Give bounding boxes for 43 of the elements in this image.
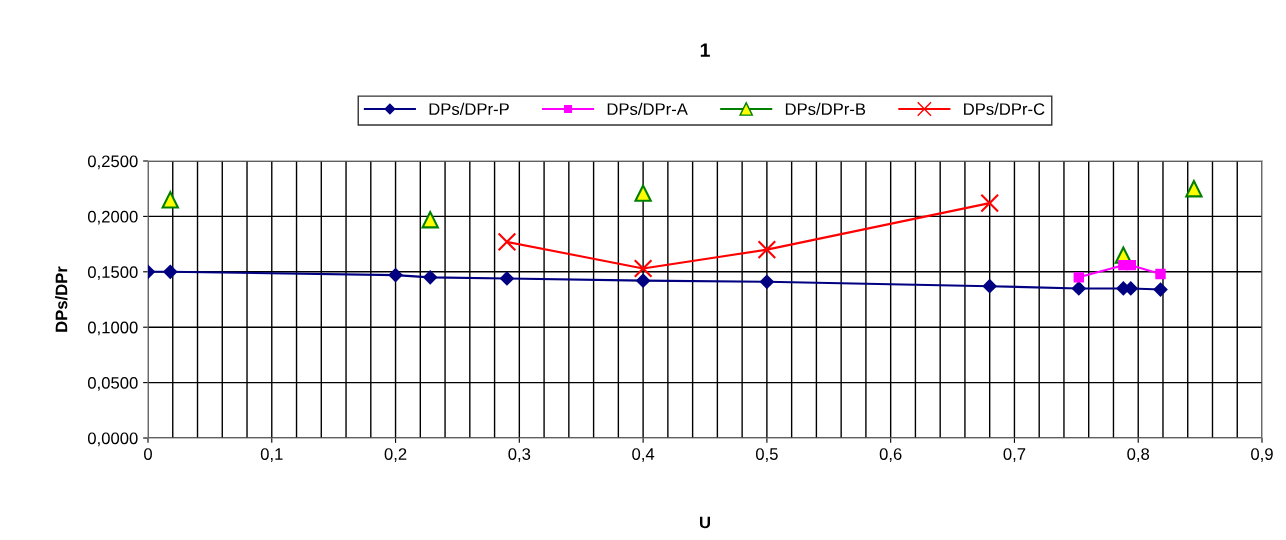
y-tick-label: 0,2000 [87, 210, 138, 225]
y-tick-label: 0,2500 [87, 155, 138, 170]
legend-label: DPs/DPr-P [429, 102, 509, 116]
x-tick-label: 0,8 [1127, 448, 1150, 462]
x-tick-label: 0,4 [632, 448, 655, 462]
y-tick-label: 0,1000 [87, 321, 138, 336]
y-tick-label: 0,0500 [87, 377, 138, 391]
x-tick-label: 0,9 [1251, 448, 1273, 462]
point [633, 259, 653, 278]
point [980, 193, 1000, 213]
x-tick-label: 0,5 [755, 448, 778, 462]
x-tick-label: 0 [144, 448, 152, 460]
chart-title: 1 [700, 43, 710, 57]
x-tick-label: 0,3 [508, 448, 531, 462]
point [388, 268, 403, 283]
legend-label: DPs/DPr-B [785, 102, 866, 116]
point [1155, 268, 1166, 280]
x-tick-label: 0,2 [384, 448, 407, 462]
point [1125, 259, 1136, 271]
x-tick-label: 0,6 [879, 448, 902, 462]
y-tick-label: 0,0000 [87, 432, 138, 447]
point [497, 232, 517, 252]
x-tick-label: 0,1 [260, 448, 283, 462]
point [636, 273, 651, 288]
point [1185, 180, 1203, 198]
point [163, 264, 178, 279]
point [982, 279, 997, 294]
point [161, 191, 179, 209]
point [500, 271, 514, 286]
legend-label: DPs/DPr-C [964, 102, 1045, 116]
x-tick-label: 0,7 [1003, 448, 1026, 462]
point [1153, 282, 1168, 297]
point [423, 270, 438, 285]
point [1073, 272, 1085, 283]
point [634, 184, 652, 202]
point [759, 274, 774, 289]
x-axis-title: U [699, 516, 710, 529]
point [757, 240, 777, 260]
y-tick-label: 0,1500 [87, 266, 138, 280]
point [421, 211, 439, 229]
point [1071, 281, 1086, 296]
legend-label: DPs/DPr-A [607, 102, 688, 116]
y-axis-title: DPs/DPr [55, 266, 68, 332]
